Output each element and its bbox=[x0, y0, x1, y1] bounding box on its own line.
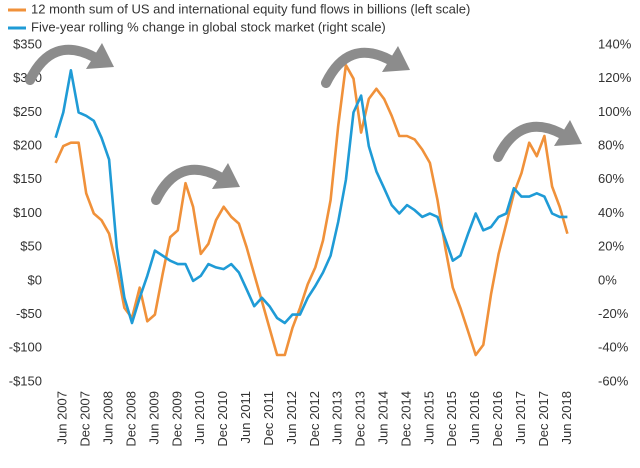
y2-tick-label: 0% bbox=[598, 272, 617, 287]
y2-tick-label: 100% bbox=[598, 104, 632, 119]
x-tick-label: Dec 2014 bbox=[398, 391, 413, 447]
y-tick-label: -$50 bbox=[16, 306, 42, 321]
y-tick-label: -$150 bbox=[9, 373, 42, 388]
y-tick-label: -$100 bbox=[9, 340, 42, 355]
y2-tick-label: 40% bbox=[598, 205, 624, 220]
arrow bbox=[493, 120, 582, 162]
x-tick-label: Dec 2011 bbox=[261, 391, 276, 446]
x-tick-label: Dec 2015 bbox=[444, 391, 459, 447]
y-tick-label: $150 bbox=[13, 171, 42, 186]
y-tick-label: $250 bbox=[13, 104, 42, 119]
y2-tick-label: -20% bbox=[598, 306, 629, 321]
y-tick-label: $50 bbox=[20, 239, 42, 254]
x-tick-label: Jun 2018 bbox=[559, 391, 574, 445]
x-tick-label: Jun 2015 bbox=[421, 391, 436, 445]
arrow bbox=[321, 46, 410, 88]
x-tick-label: Jun 2011 bbox=[238, 391, 253, 444]
arrow bbox=[25, 43, 114, 85]
x-tick-label: Dec 2012 bbox=[307, 391, 322, 447]
x-tick-label: Jun 2017 bbox=[513, 391, 528, 445]
y2-tick-label: 60% bbox=[598, 171, 624, 186]
x-tick-label: Dec 2009 bbox=[169, 391, 184, 447]
y-tick-label: $200 bbox=[13, 138, 42, 153]
x-tick-label: Dec 2008 bbox=[123, 391, 138, 447]
x-tick-label: Jun 2009 bbox=[146, 391, 161, 445]
y-tick-label: $350 bbox=[13, 36, 42, 51]
legend-label: Five-year rolling % change in global sto… bbox=[31, 19, 386, 34]
y2-tick-label: 80% bbox=[598, 138, 624, 153]
y-tick-label: $0 bbox=[28, 272, 42, 287]
series-line bbox=[54, 63, 569, 357]
x-tick-label: Dec 2016 bbox=[490, 391, 505, 447]
x-tick-label: Dec 2013 bbox=[353, 391, 368, 447]
y2-tick-label: 20% bbox=[598, 239, 624, 254]
trend-arrows bbox=[25, 43, 582, 205]
series-line bbox=[54, 69, 568, 325]
x-tick-label: Jun 2010 bbox=[192, 391, 207, 445]
legend-label: 12 month sum of US and international equ… bbox=[31, 1, 470, 16]
y-tick-label: $100 bbox=[13, 205, 42, 220]
x-tick-label: Jun 2008 bbox=[101, 391, 116, 445]
arrow bbox=[151, 163, 240, 205]
y2-tick-label: 140% bbox=[598, 36, 632, 51]
x-tick-label: Jun 2012 bbox=[284, 391, 299, 445]
x-tick-label: Dec 2007 bbox=[78, 391, 93, 447]
x-tick-label: Jun 2016 bbox=[467, 391, 482, 445]
x-tick-label: Jun 2007 bbox=[55, 391, 70, 445]
x-tick-label: Jun 2014 bbox=[375, 391, 390, 445]
y2-tick-label: -40% bbox=[598, 340, 629, 355]
y2-tick-label: -60% bbox=[598, 373, 629, 388]
x-tick-label: Dec 2010 bbox=[215, 391, 230, 447]
x-tick-label: Jun 2013 bbox=[330, 391, 345, 445]
x-tick-label: Dec 2017 bbox=[536, 391, 551, 447]
y2-tick-label: 120% bbox=[598, 70, 632, 85]
